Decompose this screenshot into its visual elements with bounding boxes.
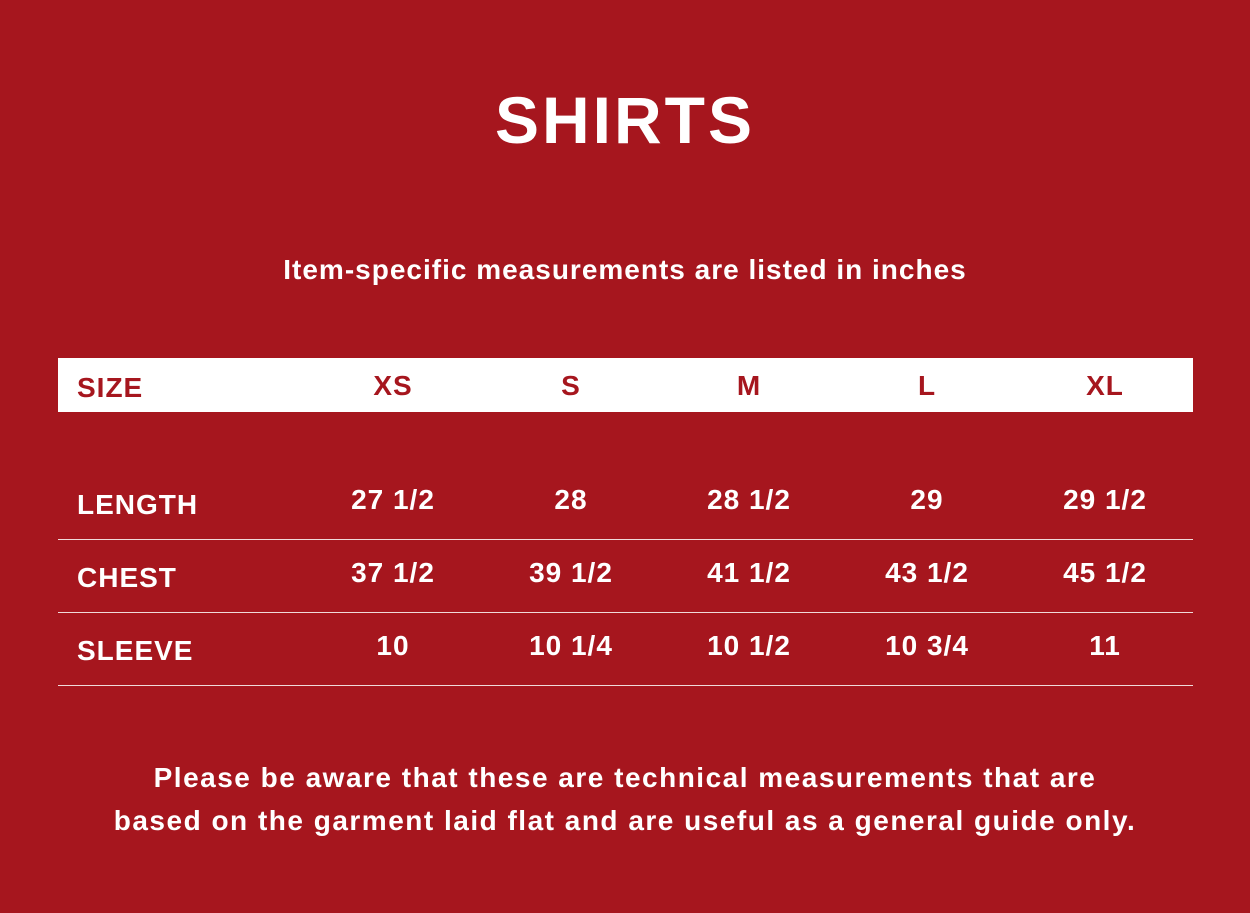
- measurement-cell: 11: [1089, 630, 1121, 661]
- measurement-cell: 43 1/2: [885, 557, 969, 588]
- table-row-chest: CHEST 37 1/2 39 1/2 41 1/2 43 1/2 45 1/2: [58, 540, 1193, 613]
- measurement-cell: 39 1/2: [529, 557, 613, 588]
- measurement-cell: 45 1/2: [1063, 557, 1147, 588]
- measurement-cell: 27 1/2: [351, 484, 435, 515]
- size-xl: XL: [1086, 370, 1124, 401]
- measurement-cell: 28: [554, 484, 588, 515]
- measurement-cell: 28 1/2: [707, 484, 791, 515]
- table-row-sleeve: SLEEVE 10 10 1/4 10 1/2 10 3/4 11: [58, 613, 1193, 686]
- row-label: CHEST: [77, 562, 177, 593]
- measurement-cell: 10 3/4: [885, 630, 969, 661]
- row-label: SLEEVE: [77, 635, 194, 666]
- disclaimer-line-2: based on the garment laid flat and are u…: [113, 805, 1137, 836]
- measurement-cell: 10 1/2: [707, 630, 791, 661]
- disclaimer: Please be aware that these are technical…: [0, 756, 1250, 842]
- measurement-cell: 37 1/2: [351, 557, 435, 588]
- measurement-cell: 29: [910, 484, 944, 515]
- measurement-cell: 41 1/2: [707, 557, 791, 588]
- size-m: M: [736, 370, 762, 401]
- measurement-cell: 10: [376, 630, 410, 661]
- measurement-cell: 10 1/4: [529, 630, 613, 661]
- subtitle: Item-specific measurements are listed in…: [283, 254, 967, 285]
- measurement-cell: 29 1/2: [1063, 484, 1147, 515]
- size-l: L: [917, 370, 937, 401]
- table-row-length: LENGTH 27 1/2 28 28 1/2 29 29 1/2: [58, 467, 1193, 540]
- disclaimer-line-1: Please be aware that these are technical…: [153, 762, 1097, 793]
- size-header-row: SIZE XS S M L XL: [58, 358, 1193, 412]
- page-title: SHIRTS: [494, 83, 756, 157]
- size-header-label: SIZE: [77, 372, 144, 403]
- size-s: S: [561, 370, 581, 401]
- row-label: LENGTH: [77, 489, 199, 520]
- size-xs: XS: [373, 370, 413, 401]
